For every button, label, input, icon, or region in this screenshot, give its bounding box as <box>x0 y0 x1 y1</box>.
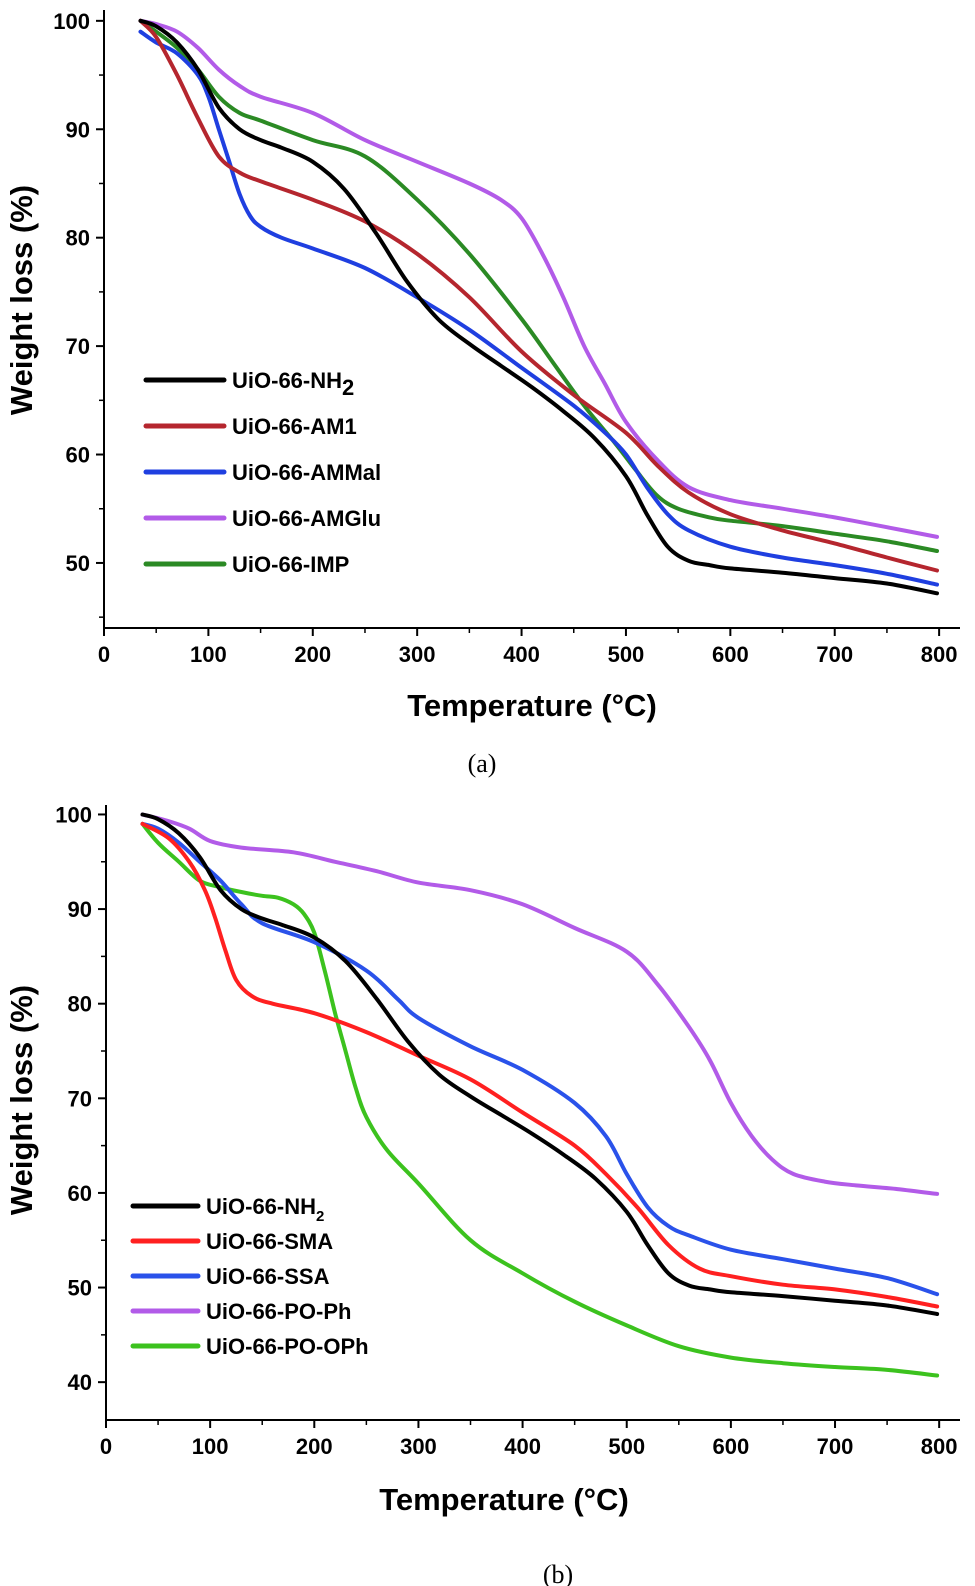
x-tick-label: 700 <box>816 642 853 667</box>
y-tick-label: 60 <box>68 1181 92 1206</box>
x-axis-title: Temperature (°C) <box>379 1482 629 1517</box>
panel-a-caption: (a) <box>468 749 497 778</box>
x-tick-label: 0 <box>98 642 110 667</box>
x-tick-label: 800 <box>921 1434 958 1459</box>
x-tick-label: 300 <box>399 642 436 667</box>
y-tick-label: 50 <box>68 1276 92 1301</box>
y-tick-label: 40 <box>68 1370 92 1395</box>
y-tick-label: 90 <box>66 117 90 142</box>
series-line-uio-66-po-ph <box>140 812 940 1196</box>
y-tick-label: 70 <box>66 334 90 359</box>
series-line-uio-66-am1 <box>138 18 939 573</box>
legend-label: UiO-66-SSA <box>206 1264 330 1289</box>
x-tick-label: 100 <box>192 1434 229 1459</box>
legend-label: UiO-66-PO-Ph <box>206 1299 351 1324</box>
panel-b-caption: (b) <box>543 1560 573 1586</box>
x-tick-label: 700 <box>817 1434 854 1459</box>
y-axis-title: Weight loss (%) <box>4 185 39 415</box>
series-line-uio-66-po-oph <box>140 821 940 1378</box>
x-tick-label: 400 <box>504 1434 541 1459</box>
y-tick-label: 60 <box>66 443 90 468</box>
y-tick-label: 80 <box>66 226 90 251</box>
x-tick-label: 600 <box>712 642 749 667</box>
legend-label: UiO-66-NH2 <box>206 1194 324 1225</box>
legend-label: UiO-66-AMGlu <box>232 506 381 531</box>
y-tick-label: 50 <box>66 551 90 576</box>
x-tick-label: 0 <box>100 1434 112 1459</box>
x-tick-label: 200 <box>294 642 331 667</box>
x-tick-label: 400 <box>503 642 540 667</box>
legend-label: UiO-66-AMMal <box>232 460 381 485</box>
series-line-uio-66-ammal <box>138 29 939 587</box>
series-line-uio-66-imp <box>138 18 939 553</box>
y-tick-label: 70 <box>68 1086 92 1111</box>
series-line-uio-66-nh2 <box>138 18 939 596</box>
x-tick-label: 600 <box>713 1434 750 1459</box>
x-tick-label: 200 <box>296 1434 333 1459</box>
series-line-uio-66-sma <box>140 821 940 1309</box>
x-tick-label: 800 <box>921 642 958 667</box>
y-tick-label: 90 <box>68 897 92 922</box>
legend-label: UiO-66-NH2 <box>232 368 354 400</box>
series-line-uio-66-nh2 <box>140 812 940 1316</box>
legend-label: UiO-66-SMA <box>206 1229 333 1254</box>
panel-b-thermogram: 0 100 200 300 400 500 600 700 800 40 50 60 70 80 90 100… <box>4 802 960 1517</box>
y-tick-label: 100 <box>53 9 90 34</box>
legend-label: UiO-66-AM1 <box>232 414 357 439</box>
series-line-uio-66-amglu <box>138 18 939 539</box>
y-axis-title: Weight loss (%) <box>4 985 39 1215</box>
x-tick-label: 300 <box>400 1434 437 1459</box>
x-tick-label: 500 <box>608 642 645 667</box>
series-line-uio-66-ssa <box>140 821 940 1297</box>
legend-label: UiO-66-IMP <box>232 552 349 577</box>
y-tick-label: 100 <box>55 802 92 827</box>
y-tick-label: 80 <box>68 992 92 1017</box>
panel-a-thermogram: 0 100 200 300 400 500 600 700 800 50 60 70 80 90 100 Te… <box>4 9 960 723</box>
legend-label: UiO-66-PO-OPh <box>206 1334 369 1359</box>
x-tick-label: 500 <box>608 1434 645 1459</box>
x-tick-label: 100 <box>190 642 227 667</box>
x-axis-title: Temperature (°C) <box>407 688 657 723</box>
